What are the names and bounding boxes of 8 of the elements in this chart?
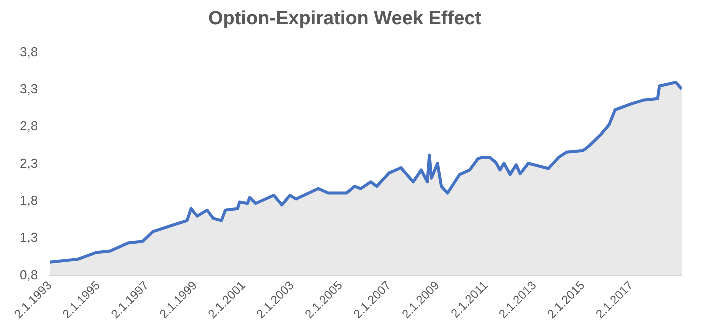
y-tick-label: 0,8 [20, 267, 38, 282]
chart-title: Option-Expiration Week Effect [208, 8, 482, 30]
y-tick-label: 2,8 [20, 118, 38, 134]
y-tick-label: 3,3 [20, 82, 38, 97]
y-tick-label: 2,3 [20, 156, 38, 171]
y-tick-label: 3,8 [20, 44, 38, 60]
y-tick-label: 1,3 [20, 230, 38, 246]
y-tick-label: 1,8 [20, 193, 38, 208]
